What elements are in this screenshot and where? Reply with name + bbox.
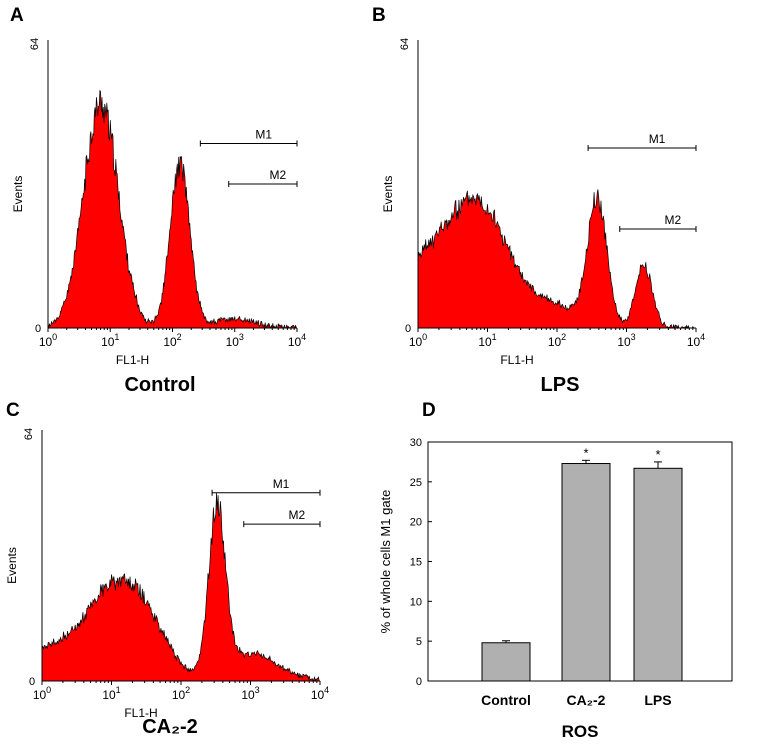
caption-control: Control [124, 374, 196, 396]
histogram-ca2-2-svg: 100 101 102 103 104 0 64 FL1-H Events M1 M2 [5, 428, 329, 720]
significance-mark: * [583, 445, 588, 460]
histogram-lps: 100 101 102 103 104 0 64 FL1-H Events M1 M2 [370, 0, 740, 370]
y-tick-label: 25 [410, 477, 422, 489]
y-axis-label: Events [11, 176, 25, 213]
category-label: CA₂-2 [567, 692, 606, 708]
y-tick-label: 10 [410, 596, 422, 608]
x-tick-label: 103 [617, 332, 635, 349]
y-tick-label: 5 [416, 636, 422, 648]
x-tick-label: 101 [102, 685, 120, 702]
histogram-lps-svg: 100 101 102 103 104 0 64 FL1-H Events M1 M2 [381, 38, 705, 367]
marker-m2-label: M2 [289, 508, 306, 522]
x-tick-label: 100 [39, 332, 57, 349]
x-tick-label: 101 [478, 332, 496, 349]
histogram-control-svg: 100 101 102 103 104 0 64 FL1-H Events M1 M2 [11, 38, 306, 367]
y-tick-label: 0 [29, 676, 35, 688]
x-tick-label: 100 [409, 332, 427, 349]
x-axis-label: ROS [562, 722, 599, 741]
panel-label-b: B [372, 5, 386, 26]
histogram-area [41, 492, 320, 683]
y-tick-label: 20 [410, 517, 422, 529]
x-tick-label: 102 [172, 685, 190, 702]
y-tick-label: 0 [35, 323, 41, 335]
panel-label-c: C [6, 400, 20, 421]
x-axis-label: FL1-H [116, 353, 149, 367]
bar-1 [561, 463, 611, 682]
bar-2 [633, 467, 683, 682]
category-label: LPS [644, 692, 671, 708]
x-tick-label: 103 [241, 685, 259, 702]
y-tick-label: 15 [410, 557, 422, 569]
x-tick-label: 102 [548, 332, 566, 349]
marker-m2-label: M2 [665, 213, 682, 227]
histogram-area [417, 189, 696, 330]
x-tick-label: 104 [687, 332, 705, 349]
y-axis-label: % of whole cells M1 gate [378, 490, 393, 634]
bar-0 [481, 642, 531, 682]
x-tick-label: 103 [226, 332, 244, 349]
panel-label-d: D [422, 400, 436, 421]
histogram-control: 100 101 102 103 104 0 64 FL1-H Events M1 M2 [0, 0, 330, 370]
histogram-area [47, 90, 297, 330]
marker-m1-label: M1 [649, 132, 666, 146]
marker-m1-label: M1 [273, 477, 290, 491]
caption-lps: LPS [540, 374, 580, 396]
x-axis-label: FL1-H [500, 353, 533, 367]
x-tick-label: 100 [33, 685, 51, 702]
category-label: Control [481, 692, 531, 708]
y-tick-label: 0 [405, 323, 411, 335]
marker-m2-label: M2 [270, 168, 287, 182]
bar-chart-ros-svg: 0 5 10 15 20 25 30 Control * CA₂-2 * LPS ROS % of who… [378, 437, 733, 741]
marker-m1-label: M1 [255, 128, 272, 142]
caption-ca2-2: CA₂-2 [142, 716, 198, 738]
panel-label-a: A [10, 5, 24, 26]
y-axis-label: Events [381, 176, 395, 213]
x-tick-label: 101 [101, 332, 119, 349]
x-tick-label: 104 [288, 332, 306, 349]
x-axis-label: FL1-H [124, 706, 157, 720]
y-tick-label: 0 [416, 676, 422, 688]
y-tick-label: 64 [29, 38, 41, 50]
y-tick-label: 64 [23, 428, 35, 440]
y-tick-label: 30 [410, 437, 422, 449]
y-tick-label: 64 [399, 38, 411, 50]
histogram-ca2-2: 100 101 102 103 104 0 64 FL1-H Events M1 M2 [0, 395, 360, 720]
x-tick-label: 104 [311, 685, 329, 702]
bar-chart-ros: 0 5 10 15 20 25 30 Control * CA₂-2 * LPS ROS % of who… [362, 430, 762, 747]
y-axis-label: Events [5, 547, 19, 584]
significance-mark: * [655, 447, 660, 462]
x-tick-label: 102 [163, 332, 181, 349]
